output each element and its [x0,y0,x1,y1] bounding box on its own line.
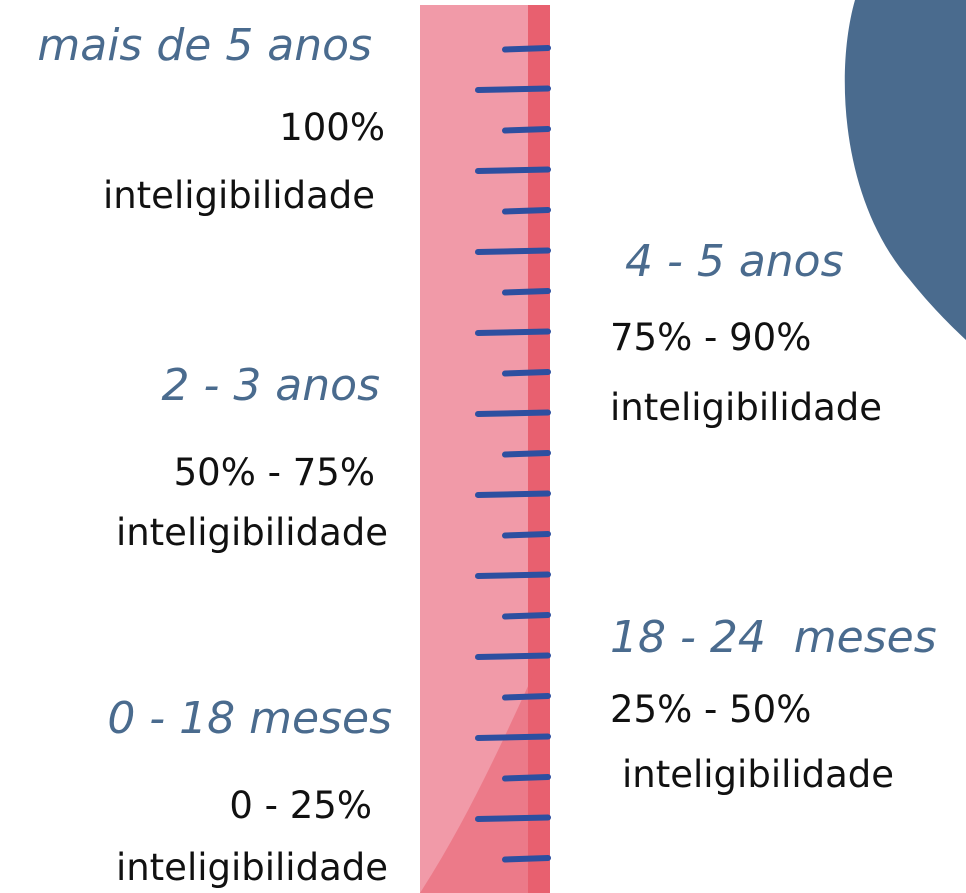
ruler-tick [478,656,548,658]
ruler-tick [505,291,548,293]
ruler-tick [478,818,548,820]
stage-label: inteligibilidade [610,386,882,429]
stage-age: 2 - 3 anos [161,360,380,411]
stage-label: inteligibilidade [103,174,375,217]
ruler-tick [505,696,548,698]
ruler-tick [478,737,548,739]
stage-label: inteligibilidade [116,511,388,554]
ruler-tick [478,413,548,415]
ruler-tick [478,89,548,91]
stage-age: 4 - 5 anos [625,236,844,287]
ruler-tick [505,777,548,779]
decor-circle [845,0,966,340]
stage-label: inteligibilidade [116,846,388,889]
ruler-tick [505,453,548,455]
stage-range: 50% - 75% [174,451,375,494]
stage-range: 0 - 25% [229,784,372,827]
stage-age: mais de 5 anos [37,20,372,71]
ruler-tick [478,251,548,253]
stage-range: 25% - 50% [610,688,811,731]
ruler-tick [478,575,548,577]
ruler-tick [478,170,548,172]
ruler-tick [505,858,548,860]
ruler-tick [478,494,548,496]
ruler-tick [505,534,548,536]
stage-age: 0 - 18 meses [107,693,392,744]
ruler-tick [505,129,548,131]
infographic: mais de 5 anos 100% inteligibilidade 4 -… [0,0,966,893]
ruler-tick [505,615,548,617]
ruler-tick [505,48,548,50]
ruler-tick [478,332,548,334]
ruler-tick [505,372,548,374]
ruler-tick [505,210,548,212]
stage-range: 75% - 90% [610,316,811,359]
stage-range: 100% [279,106,385,149]
stage-age: 18 - 24 meses [610,612,937,663]
stage-label: inteligibilidade [622,753,894,796]
